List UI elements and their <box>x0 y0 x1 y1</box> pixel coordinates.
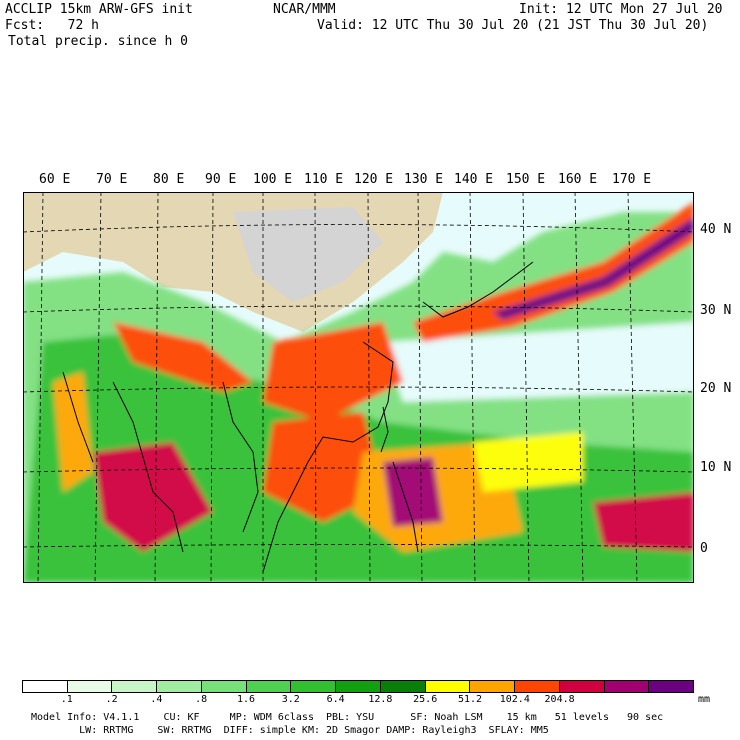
forecast-hour: Fcst: 72 h <box>5 18 99 33</box>
colorbar-tick-label: 25.6 <box>413 694 438 705</box>
colorbar-swatch <box>559 681 605 692</box>
lon-label: 120 E <box>354 172 394 187</box>
colorbar-swatch <box>112 681 158 692</box>
colorbar-swatch <box>67 681 113 692</box>
colorbar-tick-label: 12.8 <box>368 694 393 705</box>
precip-meiyu-core <box>493 217 694 320</box>
field-name: Total precip. since h 0 <box>8 34 189 49</box>
colorbar-swatch <box>515 681 560 692</box>
colorbar <box>22 680 694 693</box>
colorbar-tick-label: .1 <box>60 694 73 705</box>
colorbar-tick-label: 102.4 <box>499 694 530 705</box>
precip-heavy-scs <box>263 412 383 522</box>
precip-core-philippines <box>383 457 443 527</box>
colorbar-tick-label: 51.2 <box>457 694 483 705</box>
lon-label: 90 E <box>205 172 237 187</box>
footer-physics-info: LW: RRTMG SW: RRTMG DIFF: simple KM: 2D … <box>31 725 549 736</box>
colorbar-swatch <box>470 681 516 692</box>
colorbar-swatch <box>649 681 694 692</box>
lon-label: 130 E <box>404 172 444 187</box>
colorbar-swatch <box>291 681 337 692</box>
lat-label: 30 N <box>700 303 732 318</box>
lat-label: 40 N <box>700 222 732 237</box>
lat-label: 20 N <box>700 381 732 396</box>
lat-label: 10 N <box>700 460 732 475</box>
map-border <box>23 192 694 583</box>
lon-label: 70 E <box>96 172 128 187</box>
lon-label: 140 E <box>454 172 494 187</box>
valid-time: Valid: 12 UTC Thu 30 Jul 20 (21 JST Thu … <box>317 18 709 33</box>
colorbar-unit: mm <box>698 694 711 705</box>
colorbar-tick-label: 1.6 <box>236 694 256 705</box>
model-title: ACCLIP 15km ARW-GFS init <box>5 2 193 17</box>
colorbar-tick-label: .2 <box>105 694 118 705</box>
colorbar-swatch <box>336 681 381 692</box>
precip-heavy-himalaya <box>113 322 253 392</box>
lat-label: 0 <box>700 541 708 556</box>
colorbar-tick-label: 6.4 <box>326 694 345 705</box>
colorbar-swatch <box>201 681 247 692</box>
footer-model-info: Model Info: V4.1.1 CU: KF MP: WDM 6class… <box>31 712 664 723</box>
precip-map <box>23 192 694 583</box>
graticule <box>23 192 694 583</box>
lon-label: 170 E <box>612 172 652 187</box>
lon-label: 110 E <box>304 172 344 187</box>
lon-label: 100 E <box>253 172 293 187</box>
lon-label: 80 E <box>153 172 185 187</box>
colorbar-swatch <box>380 681 426 692</box>
precip-heavy-pacific <box>593 492 694 552</box>
precip-heavy-china <box>263 322 403 422</box>
lon-label: 150 E <box>506 172 546 187</box>
colorbar-swatch <box>425 681 471 692</box>
precip-yellow-patches <box>473 432 583 492</box>
lon-label: 60 E <box>39 172 71 187</box>
dry-land-gray <box>233 207 383 302</box>
colorbar-swatch <box>23 681 68 692</box>
colorbar-swatch <box>157 681 202 692</box>
coastlines <box>62 261 534 573</box>
precip-ocean-light <box>383 322 694 402</box>
precip-heavy-band-west <box>53 372 93 492</box>
colorbar-tick-label: 204.8 <box>544 694 575 705</box>
center-label: NCAR/MMM <box>273 2 336 17</box>
colorbar-swatch <box>246 681 292 692</box>
lon-label: 160 E <box>558 172 598 187</box>
precip-meiyu-band <box>413 202 694 342</box>
colorbar-tick-label: .8 <box>195 694 208 705</box>
colorbar-swatch <box>604 681 650 692</box>
colorbar-tick-label: .4 <box>150 694 163 705</box>
init-time: Init: 12 UTC Mon 27 Jul 20 <box>519 2 723 17</box>
colorbar-tick-label: 3.2 <box>281 694 300 705</box>
precip-heavy-bay <box>93 442 213 552</box>
